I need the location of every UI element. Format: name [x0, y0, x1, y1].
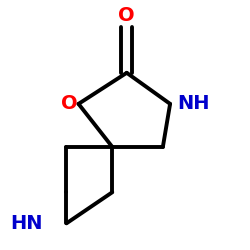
Text: NH: NH	[177, 94, 210, 113]
Text: O: O	[118, 6, 135, 25]
Text: O: O	[60, 94, 77, 113]
Text: HN: HN	[10, 214, 42, 233]
